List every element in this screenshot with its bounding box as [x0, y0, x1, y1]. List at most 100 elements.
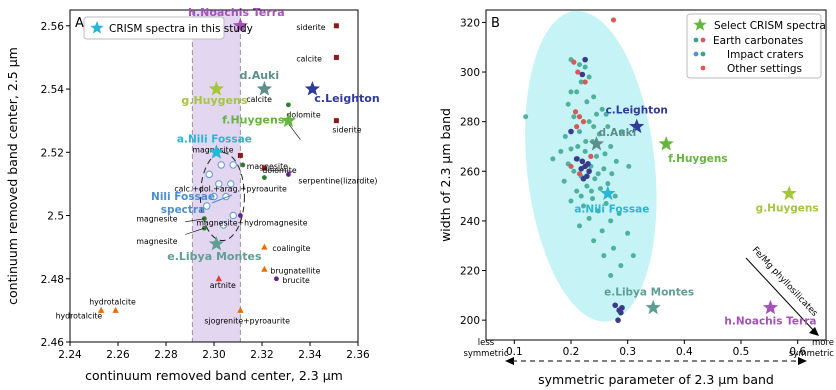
nili-spectrum-point	[203, 202, 211, 210]
y-tick-label: 2.46	[41, 337, 65, 349]
earth-carbonate-point	[630, 253, 636, 259]
earth-carbonate-point	[578, 79, 584, 85]
crism-star-label: h.Noachis Terra	[724, 316, 816, 328]
phyllosilicate-label: Fe/Mg phyllosilicates	[750, 245, 820, 319]
x-tick-label: 2.28	[154, 349, 177, 361]
x-tick-label: 0.3	[619, 346, 636, 358]
other-setting-point	[580, 119, 587, 125]
symmetry-arrow-left	[505, 357, 514, 365]
earth-carbonate-point	[586, 215, 592, 221]
crism-star-marker	[781, 185, 797, 201]
legend-label: Earth carbonates	[713, 35, 803, 47]
legend-dot-icon	[700, 65, 706, 71]
nili-spectrum-point	[219, 221, 228, 229]
legend-dot-icon	[700, 51, 706, 57]
earth-carbonate-point	[616, 210, 622, 216]
nili-cluster-outline	[199, 152, 245, 242]
panel-a-x-axis-label: continuum removed band center, 2.3 µm	[85, 368, 343, 383]
nili-spectrum-point	[217, 161, 225, 169]
impact-crater-point	[580, 175, 587, 182]
mineral-marker	[215, 275, 222, 282]
mineral-label: coalingite	[272, 244, 310, 253]
panel-a-legend-box	[83, 16, 225, 40]
crism-star-label: a.Nili Fossae	[177, 133, 252, 145]
panel-a-label: A	[75, 16, 84, 31]
impact-crater-point	[612, 302, 618, 309]
mineral-label: brucite	[282, 276, 310, 285]
legend-dot-icon	[693, 51, 699, 57]
nili-spectrum-point	[227, 180, 235, 188]
other-setting-point	[574, 124, 580, 130]
earth-carbonate-point	[601, 253, 607, 259]
impact-crater-point	[579, 158, 586, 165]
crism-star-label: e.Libya Montes	[167, 250, 262, 263]
crism-star-marker	[304, 81, 321, 96]
leader-line	[288, 123, 301, 140]
mineral-label: calc.+dol.+arag.+pyroaurite	[174, 185, 287, 194]
earth-carbonate-point	[574, 89, 580, 95]
mineral-label: magnesite	[136, 237, 177, 246]
y-tick-label: 2.5	[47, 211, 64, 223]
x-tick-label: 0.2	[563, 346, 580, 358]
earth-carbonate-point	[605, 181, 611, 187]
impact-crater-point	[578, 165, 584, 172]
earth-carbonate-point	[571, 114, 577, 120]
earth-carbonate-point	[583, 139, 589, 145]
legend-label: Impact craters	[727, 49, 804, 61]
x-tick-label: 2.26	[106, 349, 130, 361]
x-tick-label: 0.5	[733, 346, 750, 358]
crism-star-label: h.Noachis Terra	[188, 6, 284, 19]
earth-carbonate-point	[601, 166, 607, 172]
mineral-label: serpentine(lizardite)	[298, 176, 377, 185]
earth-carbonate-point	[599, 228, 605, 234]
other-setting-point	[571, 59, 577, 65]
earth-carbonate-point	[603, 201, 609, 207]
earth-carbonate-point	[558, 148, 564, 154]
impact-crater-point	[586, 168, 592, 175]
mineral-marker	[261, 243, 268, 250]
earth-carbonate-point	[595, 208, 601, 214]
mineral-marker	[261, 165, 267, 171]
earth-carbonate-point	[582, 64, 588, 70]
earth-carbonate-point	[586, 74, 592, 80]
other-setting-point	[588, 153, 594, 159]
crism-star-label: g.Huygens	[756, 203, 819, 215]
crism-star-label: c.Leighton	[314, 92, 379, 105]
mineral-marker	[274, 276, 279, 282]
mineral-marker	[238, 213, 243, 218]
x-axis-end-right: more	[812, 338, 834, 348]
y-tick-label: 300	[460, 67, 480, 79]
panel-b-y-axis-label: width of 2.3 µm band	[438, 108, 453, 242]
mineral-marker	[261, 265, 268, 272]
crism-star-label: a.Nili Fossae	[574, 204, 649, 216]
impact-crater-point	[579, 71, 586, 78]
other-setting-point	[576, 171, 583, 177]
crism-star-marker	[256, 81, 273, 96]
impact-crater-point	[618, 309, 624, 316]
x-tick-label: 2.32	[250, 349, 273, 361]
panel-b-x-axis-label: symmetric parameter of 2.3 µm band	[538, 372, 774, 387]
panel-a-legend-label: CRISM spectra in this study	[109, 23, 253, 35]
panel-b-legend: Select CRISM spectra Earth carbonates Impa…	[686, 13, 826, 79]
crism-star-marker	[658, 135, 674, 151]
earth-carbonate-point	[609, 171, 615, 177]
mineral-marker	[333, 118, 339, 124]
earth-carbonate-point	[577, 129, 582, 135]
mineral-marker	[286, 102, 291, 108]
mineral-marker	[333, 23, 339, 29]
y-tick-label: 2.56	[41, 21, 65, 33]
other-setting-point	[572, 109, 579, 115]
panel-b-scatter: 0.1 0.2 0.3 0.4 0.5 0.6 200 220 240 260 280 300 320 l…	[438, 9, 834, 387]
leader-line	[185, 227, 205, 235]
crism-star-marker	[280, 112, 297, 128]
crism-star-label: f.Huygens	[222, 114, 285, 127]
panel-b-frame	[485, 9, 827, 341]
crism-star-marker	[208, 81, 225, 96]
panel-b-label: B	[491, 16, 500, 31]
legend-label: Select CRISM spectra	[714, 20, 826, 32]
mineral-marker	[262, 175, 267, 180]
crism-star-marker	[762, 299, 779, 315]
earth-carbonate-point	[608, 272, 614, 278]
phyllosilicate-arrow	[745, 257, 816, 333]
